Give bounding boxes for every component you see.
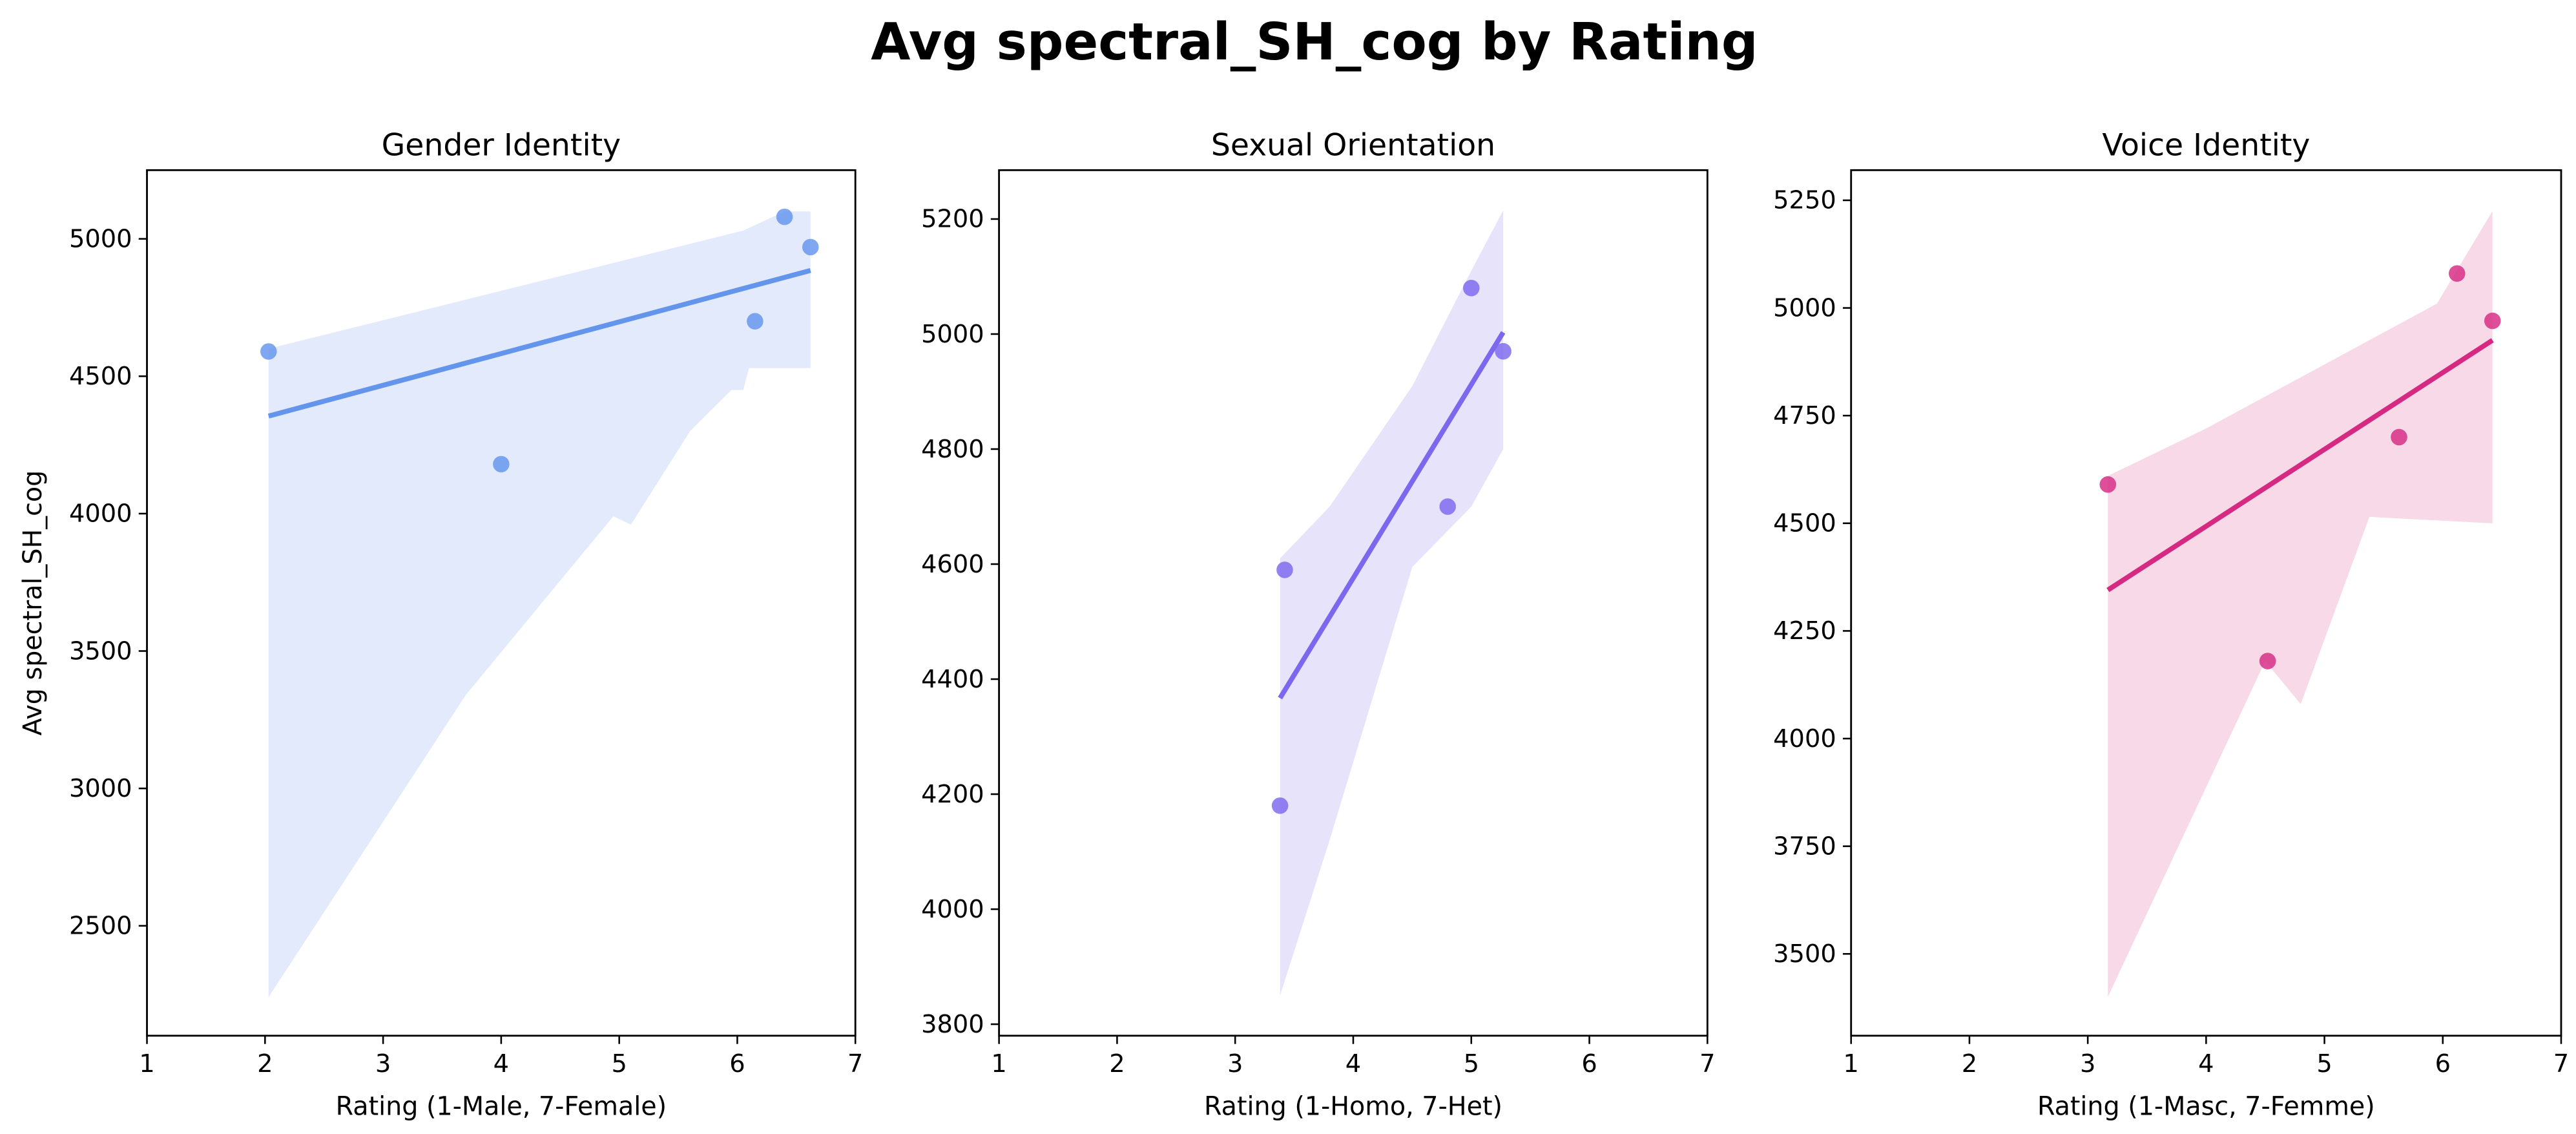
chart-panel-3: 1 2 3 4 5 6 7 3500 3750 4000 4250 4500 4750 5000 5250 V… xyxy=(1773,127,2569,1121)
x-tick-label: 7 xyxy=(2553,1049,2569,1078)
chart-panel-2: 1 2 3 4 5 6 7 3800 4000 4200 4400 4600 4800 5000 5200 S… xyxy=(921,127,1715,1121)
regression-line xyxy=(2106,338,2494,593)
panel-title: Gender Identity xyxy=(382,127,621,163)
y-tick-label: 4800 xyxy=(921,435,984,464)
data-point xyxy=(747,313,763,330)
y-tick-label: 4500 xyxy=(1773,509,1836,538)
y-tick-label: 5250 xyxy=(1773,186,1836,215)
x-tick-label: 7 xyxy=(847,1049,863,1078)
y-tick-label: 5000 xyxy=(921,320,984,349)
confidence-band xyxy=(1280,210,1504,996)
x-tick-label: 1 xyxy=(139,1049,154,1078)
x-tick-label: 2 xyxy=(257,1049,273,1078)
data-point xyxy=(260,343,277,360)
x-tick-label: 4 xyxy=(2198,1049,2214,1078)
x-tick-label: 2 xyxy=(1962,1049,1977,1078)
data-point xyxy=(2448,265,2466,282)
x-axis-label: Rating (1-Masc, 7-Femme) xyxy=(2037,1092,2375,1122)
y-tick-label: 4600 xyxy=(921,550,984,579)
y-tick-label: 4000 xyxy=(1773,724,1836,753)
y-tick-label: 4500 xyxy=(69,362,132,391)
y-axis-label: Avg spectral_SH_cog xyxy=(18,470,48,736)
y-tick-label: 5200 xyxy=(921,205,984,234)
x-tick-label: 3 xyxy=(375,1049,391,1078)
y-tick-label: 3750 xyxy=(1773,832,1836,861)
confidence-band xyxy=(268,211,811,998)
x-tick-label: 3 xyxy=(2080,1049,2095,1078)
y-tick-label: 3800 xyxy=(921,1010,984,1039)
data-point xyxy=(2484,312,2501,330)
regression-line xyxy=(267,268,811,419)
x-tick-label: 6 xyxy=(1581,1049,1597,1078)
y-tick-label: 3500 xyxy=(1773,940,1836,969)
y-tick-label: 4000 xyxy=(69,499,132,529)
x-axis-label: Rating (1-Male, 7-Female) xyxy=(336,1092,667,1122)
y-tick-label: 4750 xyxy=(1773,401,1836,430)
x-tick-label: 6 xyxy=(729,1049,745,1078)
y-tick-label: 4250 xyxy=(1773,616,1836,646)
x-tick-label: 1 xyxy=(991,1049,1006,1078)
y-tick-label: 4200 xyxy=(921,780,984,809)
x-tick-label: 5 xyxy=(611,1049,627,1078)
x-axis-label: Rating (1-Homo, 7-Het) xyxy=(1204,1092,1502,1122)
data-point xyxy=(1495,342,1511,360)
panel-title: Voice Identity xyxy=(2102,127,2310,163)
y-tick-label: 3500 xyxy=(69,636,132,666)
data-point xyxy=(2259,653,2276,669)
data-point xyxy=(802,238,819,256)
x-tick-label: 7 xyxy=(1699,1049,1715,1078)
y-tick-label: 4000 xyxy=(921,895,984,924)
data-point xyxy=(2099,476,2117,493)
x-tick-label: 4 xyxy=(493,1049,509,1078)
chart-panel-1: 1 2 3 4 5 6 7 2500 3000 3500 4000 4500 5000 Gender Id… xyxy=(18,127,864,1121)
data-point xyxy=(1439,498,1456,515)
x-tick-label: 6 xyxy=(2435,1049,2451,1078)
data-point xyxy=(1462,280,1480,297)
figure-title: Avg spectral_SH_cog by Rating xyxy=(871,12,1758,72)
data-point xyxy=(2391,428,2407,446)
x-tick-label: 5 xyxy=(2316,1049,2332,1078)
data-point xyxy=(1276,562,1293,578)
y-tick-label: 4400 xyxy=(921,665,984,694)
regression-line xyxy=(1278,331,1506,700)
panel-title: Sexual Orientation xyxy=(1211,127,1495,163)
x-tick-label: 2 xyxy=(1109,1049,1125,1078)
y-tick-label: 3000 xyxy=(69,774,132,803)
confidence-band xyxy=(2108,211,2493,997)
x-tick-label: 3 xyxy=(1227,1049,1243,1078)
y-tick-label: 2500 xyxy=(69,912,132,941)
data-point xyxy=(1271,797,1289,814)
x-tick-label: 5 xyxy=(1464,1049,1479,1078)
y-tick-label: 5000 xyxy=(1773,293,1836,322)
x-tick-label: 1 xyxy=(1844,1049,1859,1078)
data-point xyxy=(776,208,793,226)
data-point xyxy=(493,456,510,473)
y-tick-label: 5000 xyxy=(69,224,132,253)
x-tick-label: 4 xyxy=(1345,1049,1361,1078)
